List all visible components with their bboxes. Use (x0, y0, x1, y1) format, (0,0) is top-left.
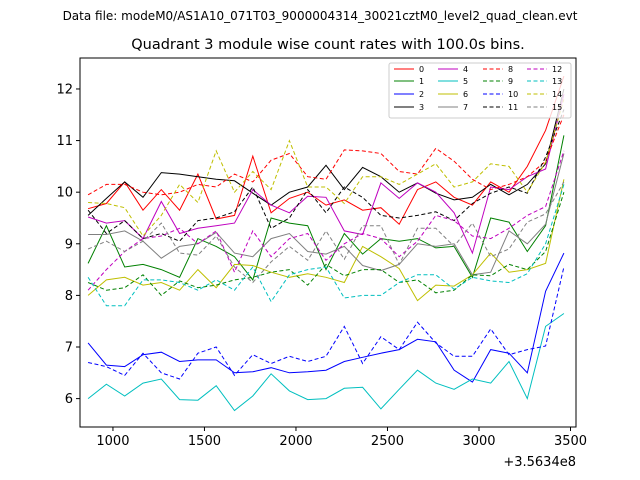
legend-label-10: 10 (508, 90, 518, 99)
series-line-8 (87, 114, 565, 196)
y-tick-label: 11 (56, 134, 73, 149)
data-file-subtitle: Data file: modeM0/AS1A10_071T03_90000043… (63, 9, 578, 23)
x-tick-label: 1000 (96, 434, 129, 449)
chart-title: Quadrant 3 module wise count rates with … (131, 37, 525, 53)
y-tick-label: 8 (65, 289, 73, 304)
legend-label-11: 11 (508, 103, 518, 112)
legend-label-8: 8 (508, 65, 513, 74)
legend-label-15: 15 (552, 103, 562, 112)
legend-label-12: 12 (552, 65, 562, 74)
series-line-1 (87, 135, 565, 281)
y-axis-ticks: 6 7 8 9 10 11 12 (56, 82, 80, 407)
series-line-9 (87, 192, 565, 297)
legend-box (388, 62, 572, 119)
x-axis-offset-label: +3.5634e8 (503, 455, 576, 470)
x-tick-label: 2500 (371, 434, 404, 449)
x-tick-label: 3000 (462, 434, 495, 449)
series-line-7 (88, 153, 565, 276)
series-line-5 (87, 313, 565, 412)
y-tick-label: 9 (65, 237, 73, 252)
series-line-6 (87, 179, 565, 302)
x-tick-label: 3500 (554, 434, 587, 449)
plot-area (79, 57, 577, 428)
legend-label-3: 3 (419, 103, 424, 112)
legend-label-13: 13 (552, 77, 562, 86)
series-line-3 (87, 88, 565, 216)
y-tick-label: 7 (65, 341, 73, 356)
x-tick-label: 1500 (188, 434, 221, 449)
series-line-11 (87, 109, 565, 242)
legend-label-4: 4 (463, 65, 468, 74)
legend-label-5: 5 (463, 77, 468, 86)
legend-label-14: 14 (552, 90, 562, 99)
y-tick-label: 10 (56, 186, 73, 201)
x-axis-ticks: 1000 1500 2000 2500 3000 3500 (96, 427, 587, 449)
legend-label-6: 6 (463, 90, 468, 99)
legend-label-9: 9 (508, 77, 513, 86)
series-lines (87, 75, 565, 412)
series-line-10 (87, 266, 565, 380)
legend-label-0: 0 (419, 65, 424, 74)
y-tick-label: 12 (56, 82, 73, 97)
legend-label-7: 7 (463, 103, 468, 112)
x-tick-label: 2000 (279, 434, 312, 449)
legend-label-1: 1 (419, 77, 424, 86)
series-line-2 (87, 252, 565, 383)
series-line-13 (87, 184, 565, 307)
series-line-15 (87, 181, 565, 284)
series-line-4 (87, 93, 565, 255)
y-tick-label: 6 (65, 392, 73, 407)
legend-label-2: 2 (419, 90, 424, 99)
series-line-0 (87, 75, 565, 226)
series-line-14 (88, 99, 565, 237)
